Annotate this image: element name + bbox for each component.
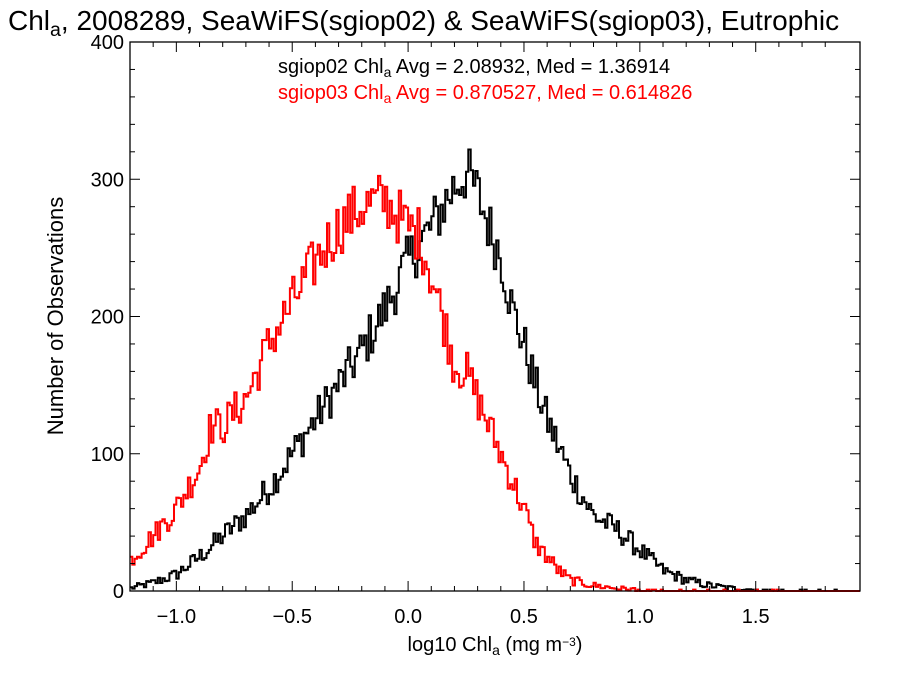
plot-frame bbox=[129, 41, 861, 592]
x-tick-label: 1.5 bbox=[742, 606, 770, 628]
x-tick-label: −1.0 bbox=[157, 606, 196, 628]
y-tick-label: 300 bbox=[91, 169, 124, 191]
x-tick-label: 1.0 bbox=[626, 606, 654, 628]
series-line-sgiop02 bbox=[130, 148, 860, 592]
series-annotation-sgiop02: sgiop02 Chla Avg = 2.08932, Med = 1.3691… bbox=[278, 56, 670, 80]
series-line-sgiop03 bbox=[130, 174, 860, 592]
x-tick-label: 0.0 bbox=[394, 606, 422, 628]
chart-title: Chla, 2008289, SeaWiFS(sgiop02) & SeaWiF… bbox=[8, 5, 839, 41]
series-annotation-sgiop03: sgiop03 Chla Avg = 0.870527, Med = 0.614… bbox=[278, 82, 692, 106]
x-tick-label: 0.5 bbox=[510, 606, 538, 628]
y-tick-label: 100 bbox=[91, 444, 124, 466]
x-tick-label: −0.5 bbox=[272, 606, 311, 628]
series-layer bbox=[130, 148, 860, 592]
x-axis-label: log10 Chla (mg m−3) bbox=[408, 634, 583, 658]
y-tick-label: 400 bbox=[91, 32, 124, 54]
y-tick-label: 200 bbox=[91, 307, 124, 329]
y-axis-label: Number of Observations bbox=[43, 197, 68, 435]
axes-layer: −1.0 −0.5 0.0 0.5 1.0 1.5 0 100 200 300 400 bbox=[91, 32, 860, 628]
y-tick-label: 0 bbox=[113, 581, 124, 603]
